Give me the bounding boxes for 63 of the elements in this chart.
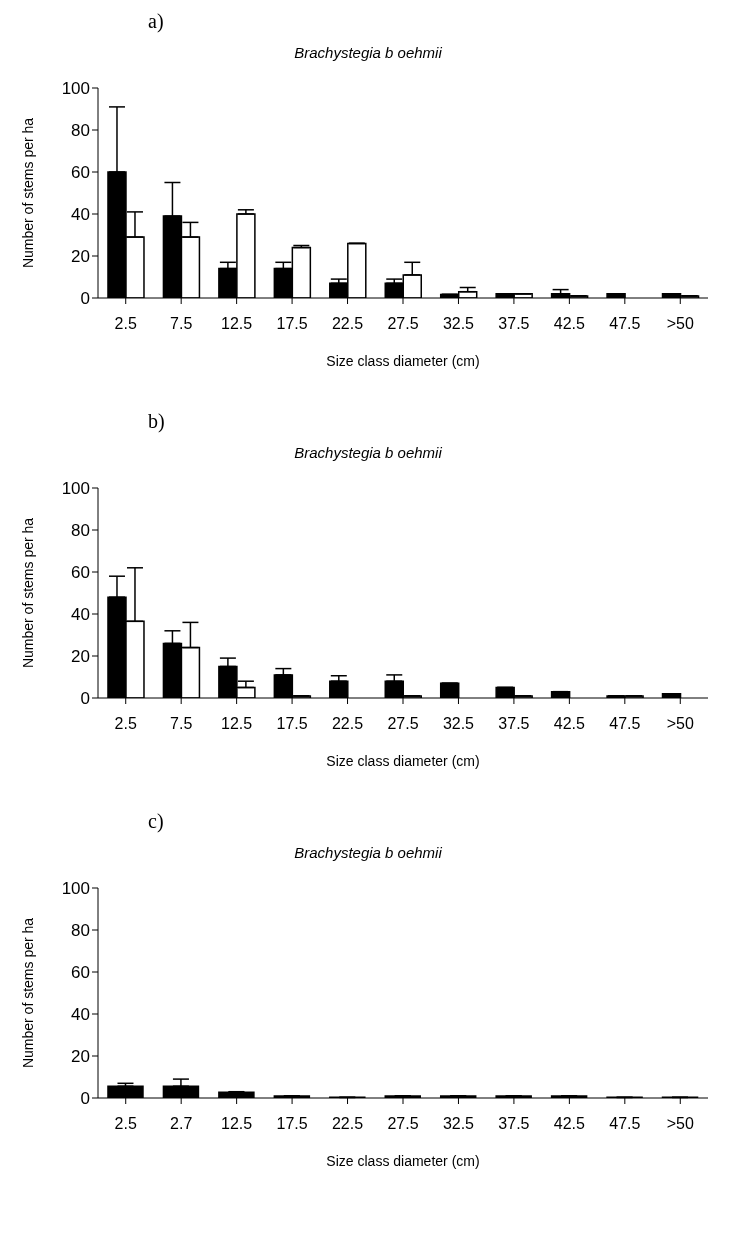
y-tick-label: 40 bbox=[71, 205, 90, 225]
chart-title: Brachystegia b oehmii bbox=[293, 444, 443, 461]
x-tick-label: 27.5 bbox=[387, 1115, 419, 1133]
x-tick-label: 37.5 bbox=[498, 1115, 530, 1133]
x-axis-title: Size class diameter (cm) bbox=[325, 1153, 481, 1169]
text: a) bbox=[148, 10, 164, 33]
x-tick-label: 42.5 bbox=[553, 715, 586, 733]
x-tick-label: 22.5 bbox=[331, 1115, 364, 1133]
text: b) bbox=[148, 410, 165, 433]
x-tick-label: 32.5 bbox=[442, 315, 475, 333]
text: c) bbox=[148, 810, 164, 833]
x-tick-label: 12.5 bbox=[221, 315, 253, 333]
y-tick-label: 80 bbox=[71, 121, 90, 141]
x-tick-label: 2.5 bbox=[114, 1115, 137, 1133]
x-axis-title: Size class diameter (cm) bbox=[325, 353, 481, 369]
x-tick-label: 27.5 bbox=[387, 715, 419, 733]
x-tick-label: 2.7 bbox=[170, 1115, 193, 1133]
x-tick-label: 32.5 bbox=[442, 1115, 475, 1133]
x-tick-label: >50 bbox=[666, 1115, 694, 1133]
x-tick-label: 12.5 bbox=[221, 1115, 253, 1133]
x-tick-label: 32.5 bbox=[442, 715, 475, 733]
x-tick-label: 42.5 bbox=[553, 315, 586, 333]
x-tick-label: 42.5 bbox=[553, 1115, 586, 1133]
x-tick-label: 17.5 bbox=[276, 715, 308, 733]
x-axis-title: Size class diameter (cm) bbox=[325, 753, 481, 769]
x-tick-label: 22.5 bbox=[331, 315, 364, 333]
y-tick-label: 60 bbox=[71, 563, 90, 583]
chart-title: Brachystegia b oehmii bbox=[293, 844, 443, 861]
x-tick-label: 2.5 bbox=[114, 315, 137, 333]
x-tick-label: 27.5 bbox=[387, 315, 419, 333]
y-tick-label: 20 bbox=[71, 1047, 90, 1067]
x-tick-label: 7.5 bbox=[170, 715, 193, 733]
y-tick-label: 20 bbox=[71, 247, 90, 267]
y-tick-label: 40 bbox=[71, 605, 90, 625]
x-tick-label: 22.5 bbox=[331, 715, 364, 733]
x-tick-label: 47.5 bbox=[609, 315, 641, 333]
y-tick-label: 100 bbox=[61, 79, 90, 99]
x-tick-label: 2.5 bbox=[114, 715, 137, 733]
y-tick-label: 80 bbox=[71, 921, 90, 941]
y-tick-label: 20 bbox=[71, 647, 90, 667]
y-tick-label: 100 bbox=[61, 479, 90, 499]
x-tick-label: 7.5 bbox=[170, 315, 193, 333]
y-tick-label: 0 bbox=[80, 289, 90, 309]
y-tick-label: 40 bbox=[71, 1005, 90, 1025]
y-tick-label: 80 bbox=[71, 521, 90, 541]
y-tick-label: 0 bbox=[80, 1089, 90, 1109]
y-tick-label: 60 bbox=[71, 963, 90, 983]
x-tick-label: 17.5 bbox=[276, 1115, 308, 1133]
x-tick-label: 37.5 bbox=[498, 315, 530, 333]
x-tick-label: 37.5 bbox=[498, 715, 530, 733]
x-tick-label: 12.5 bbox=[221, 715, 253, 733]
chart-title: Brachystegia b oehmii bbox=[293, 44, 443, 61]
x-tick-label: 47.5 bbox=[609, 715, 641, 733]
x-tick-label: >50 bbox=[666, 715, 694, 733]
y-axis-title: Number of stems per ha bbox=[19, 117, 36, 269]
x-tick-label: 47.5 bbox=[609, 1115, 641, 1133]
x-tick-label: >50 bbox=[666, 315, 694, 333]
y-tick-label: 100 bbox=[61, 879, 90, 899]
y-tick-label: 0 bbox=[80, 689, 90, 709]
x-tick-label: 17.5 bbox=[276, 315, 308, 333]
y-tick-label: 60 bbox=[71, 163, 90, 183]
y-axis-title: Number of stems per ha bbox=[19, 917, 36, 1069]
y-axis-title: Number of stems per ha bbox=[19, 517, 36, 669]
